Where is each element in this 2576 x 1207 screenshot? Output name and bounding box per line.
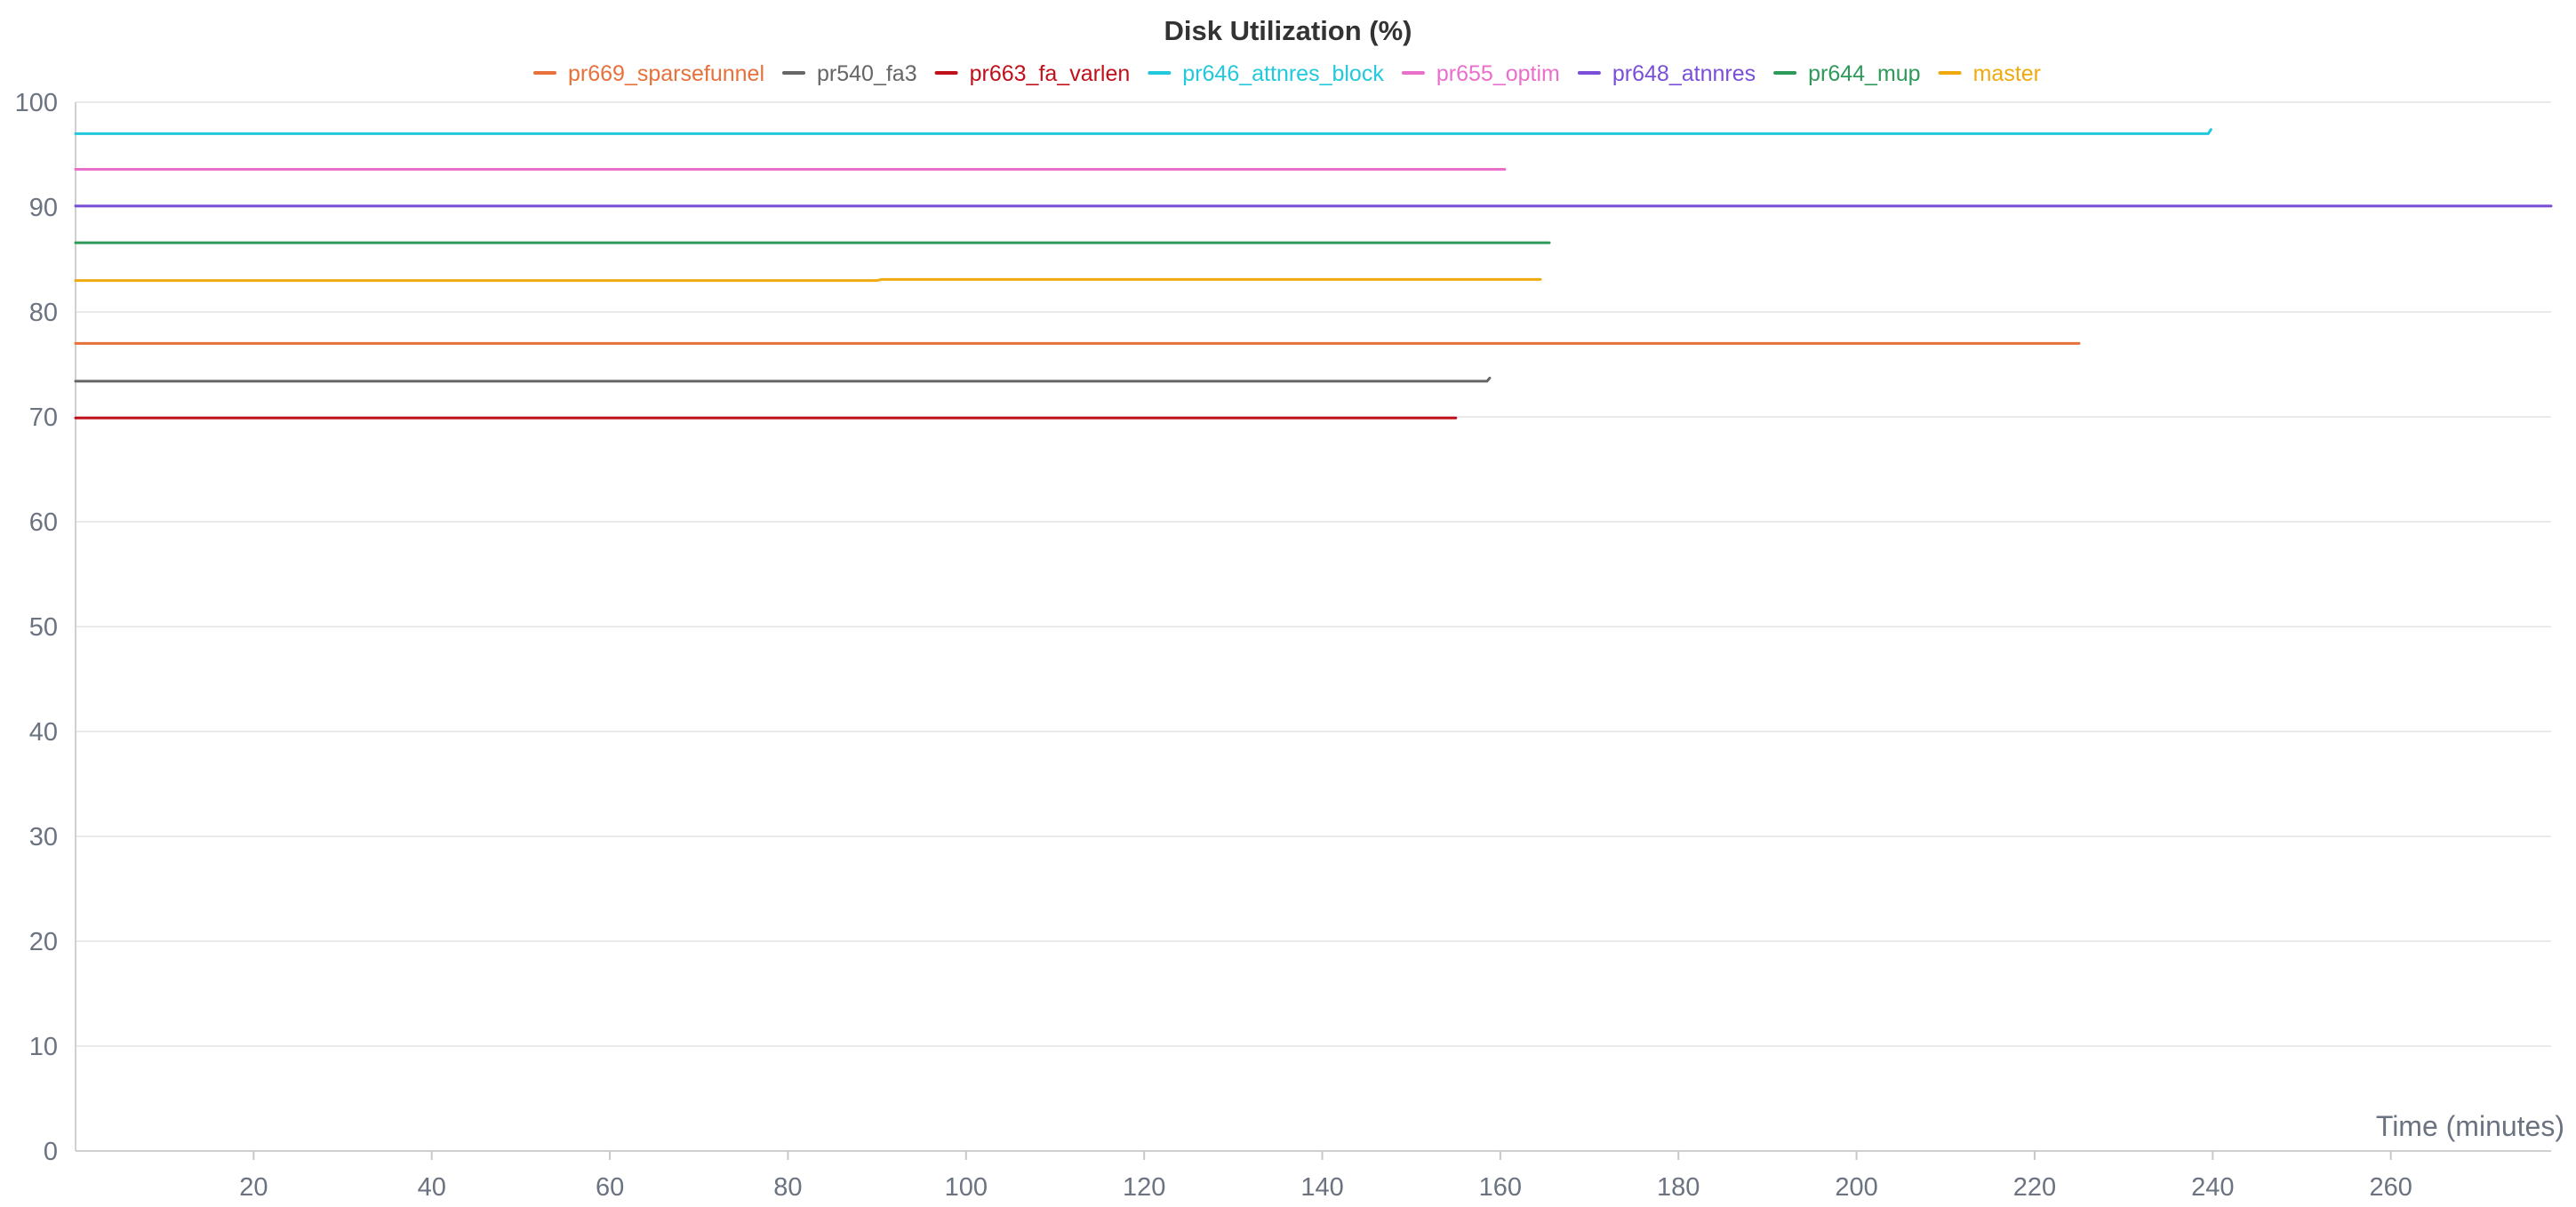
x-tick-label: 180 [1657, 1173, 1700, 1202]
legend-item-pr648_atnnres[interactable]: pr648_atnnres [1577, 61, 1756, 86]
legend: pr669_sparsefunnel pr540_fa3 pr663_fa_varl… [533, 61, 2041, 86]
x-tick-label: 220 [2013, 1173, 2056, 1202]
x-tick-label: 160 [1479, 1173, 1522, 1202]
y-tick-label: 50 [29, 613, 58, 642]
y-tick-label: 80 [29, 299, 58, 327]
y-tick-label: 20 [29, 928, 58, 956]
legend-item-master[interactable]: master [1938, 61, 2041, 86]
x-tick-label: 120 [1123, 1173, 1165, 1202]
series-line-pr646_attnres_block[interactable] [74, 128, 2212, 135]
y-tick-label: 100 [15, 89, 58, 117]
legend-item-pr669_sparsefunnel[interactable]: pr669_sparsefunnel [533, 61, 764, 86]
x-tick-label: 20 [239, 1173, 268, 1202]
y-tick-label: 60 [29, 508, 58, 537]
chart-title: Disk Utilization (%) [1164, 15, 1412, 46]
legend-label: pr669_sparsefunnel [568, 61, 764, 86]
y-tick-label: 10 [29, 1033, 58, 1061]
legend-label: pr648_atnnres [1612, 61, 1756, 86]
legend-item-pr663_fa_varlen[interactable]: pr663_fa_varlen [934, 61, 1131, 86]
series-line-pr540_fa3[interactable] [74, 376, 1492, 383]
legend-item-pr655_optim[interactable]: pr655_optim [1401, 61, 1560, 86]
y-tick-label: 40 [29, 718, 58, 747]
x-tick-label: 100 [945, 1173, 988, 1202]
series-lines [74, 128, 2553, 420]
legend-item-pr540_fa3[interactable]: pr540_fa3 [782, 61, 917, 86]
x-tick-label: 140 [1300, 1173, 1343, 1202]
x-tick-label: 60 [596, 1173, 624, 1202]
legend-label: pr663_fa_varlen [970, 61, 1131, 86]
series-line-master[interactable] [74, 277, 1542, 283]
legend-label: pr646_attnres_block [1182, 61, 1384, 86]
y-tick-label: 70 [29, 404, 58, 432]
legend-item-pr644_mup[interactable]: pr644_mup [1773, 61, 1921, 86]
y-tick-label: 0 [44, 1138, 58, 1166]
x-axis-title: Time (minutes) [2376, 1110, 2564, 1142]
x-tick-label: 260 [2369, 1173, 2412, 1202]
grid [76, 101, 2551, 1152]
legend-label: master [1973, 61, 2041, 86]
axes: 0 10 20 30 40 50 60 70 80 90 100 20 40 60 80 100 120 140 1… [15, 89, 2551, 1202]
x-tick-label: 40 [418, 1173, 446, 1202]
x-tick-label: 200 [1835, 1173, 1877, 1202]
legend-label: pr540_fa3 [817, 61, 917, 86]
x-tick-label: 80 [773, 1173, 802, 1202]
y-tick-label: 30 [29, 823, 58, 851]
y-tick-label: 90 [29, 194, 58, 222]
legend-item-pr646_attnres_block[interactable]: pr646_attnres_block [1148, 61, 1384, 86]
legend-label: pr644_mup [1808, 61, 1920, 86]
legend-label: pr655_optim [1436, 61, 1560, 86]
x-tick-label: 240 [2191, 1173, 2234, 1202]
